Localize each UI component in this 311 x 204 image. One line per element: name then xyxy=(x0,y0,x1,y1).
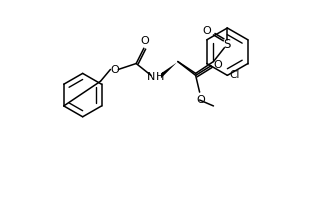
Text: O: O xyxy=(202,26,211,36)
Text: S: S xyxy=(224,38,231,51)
Text: Cl: Cl xyxy=(229,70,240,80)
Text: N: N xyxy=(146,72,155,82)
Text: O: O xyxy=(196,95,205,105)
Polygon shape xyxy=(161,63,177,79)
Text: O: O xyxy=(213,59,222,69)
Text: O: O xyxy=(110,65,119,75)
Text: H: H xyxy=(156,72,165,82)
Text: O: O xyxy=(141,36,150,45)
